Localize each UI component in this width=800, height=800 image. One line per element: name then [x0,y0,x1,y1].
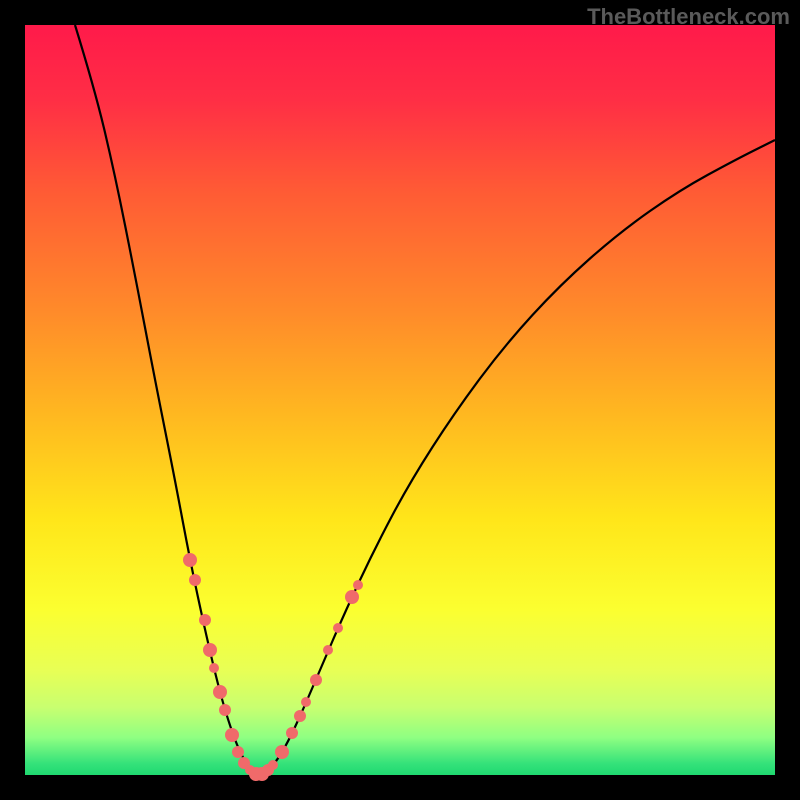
marker-point [286,727,298,739]
marker-point [203,643,217,657]
marker-point [209,663,219,673]
marker-point [275,745,289,759]
marker-point [225,728,239,742]
marker-point [183,553,197,567]
marker-point [219,704,231,716]
marker-point [213,685,227,699]
chart-svg [0,0,800,800]
marker-point [301,697,311,707]
chart-root: TheBottleneck.com [0,0,800,800]
marker-point [323,645,333,655]
marker-point [345,590,359,604]
marker-point [353,580,363,590]
marker-point [333,623,343,633]
marker-point [189,574,201,586]
marker-point [294,710,306,722]
marker-point [199,614,211,626]
marker-point [232,746,244,758]
marker-point [310,674,322,686]
gradient-background [25,25,775,775]
watermark-text: TheBottleneck.com [587,4,790,30]
marker-point [268,760,278,770]
